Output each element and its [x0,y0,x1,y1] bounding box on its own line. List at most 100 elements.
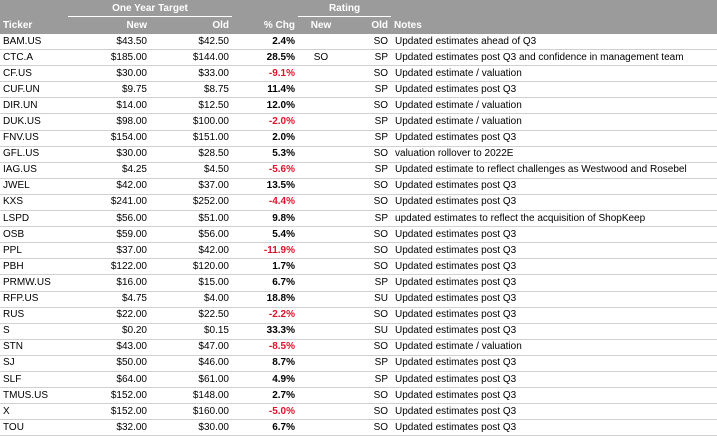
target-new-cell: $37.00 [68,242,150,260]
table-row: GFL.US $30.00 $28.50 5.3% SO valuation rollov… [0,146,717,163]
target-new-cell: $154.00 [68,130,150,147]
table-row: PRMW.US $16.00 $15.00 6.7% SP Updated estimat… [0,274,717,292]
rating-old-cell: SO [344,242,392,260]
pct-change-cell: 6.7% [232,419,298,436]
ticker-cell: JWEL [0,178,68,195]
target-old-cell: $46.00 [150,355,232,372]
ticker-cell: PRMW.US [0,274,68,292]
rating-old-cell: SO [344,34,392,51]
pct-change-cell: 2.7% [232,387,298,405]
notes-cell: Updated estimates post Q3 [391,258,717,276]
rating-new-cell [298,339,344,356]
notes-cell: Updated estimate to reflect challenges a… [391,162,717,179]
rating-old-cell: SO [344,226,392,244]
ticker-cell: X [0,403,68,421]
pct-change-cell: 4.9% [232,371,298,389]
target-new-cell: $16.00 [68,274,150,292]
blank-header [0,0,68,17]
rating-new-cell [298,419,344,436]
ticker-cell: DIR.UN [0,97,68,115]
notes-cell: Updated estimates post Q3 [391,419,717,436]
notes-cell: Updated estimates ahead of Q3 [391,34,717,51]
table-row: FNV.US $154.00 $151.00 2.0% SP Updated estima… [0,130,717,147]
rating-header: Rating [298,0,392,17]
target-new-cell: $241.00 [68,194,150,212]
table-row: JWEL $42.00 $37.00 13.5% SO Updated estimates… [0,178,717,195]
rating-old-cell: SP [344,355,392,372]
table-row: IAG.US $4.25 $4.50 -5.6% SP Updated estimate … [0,162,717,179]
table-row: PPL $37.00 $42.00 -11.9% SO Updated estimates… [0,242,717,260]
target-old-cell: $56.00 [150,226,232,244]
target-old-cell: $120.00 [150,258,232,276]
pct-change-cell: 2.0% [232,130,298,147]
column-header-row: Ticker New Old % Chg New Old Notes [0,16,717,34]
rating-old-cell: SU [344,291,392,308]
table-row: PBH $122.00 $120.00 1.7% SO Updated estimates… [0,258,717,276]
notes-cell: Updated estimates post Q3 [391,274,717,292]
target-old-cell: $100.00 [150,113,232,131]
target-new-cell: $4.25 [68,162,150,179]
rating-new-cell [298,242,344,260]
target-old-cell: $30.00 [150,419,232,436]
rating-new-cell [298,130,344,147]
target-old-cell: $151.00 [150,130,232,147]
table-row: RFP.US $4.75 $4.00 18.8% SU Updated estimates… [0,291,717,308]
target-new-cell: $22.00 [68,307,150,324]
target-new-cell: $42.00 [68,178,150,195]
ticker-cell: DUK.US [0,113,68,131]
target-old-cell: $15.00 [150,274,232,292]
rating-new-cell [298,97,344,115]
rating-new-cell [298,323,344,340]
rating-new-cell: SO [298,49,344,67]
rating-new-cell [298,371,344,389]
table-row: STN $43.00 $47.00 -8.5% SO Updated estimate /… [0,339,717,356]
ticker-cell: CF.US [0,65,68,83]
ticker-cell: PPL [0,242,68,260]
notes-column-header: Notes [391,16,717,34]
blank-header [232,0,298,17]
table-row: TOU $32.00 $30.00 6.7% SO Updated estimates p… [0,419,717,436]
target-new-cell: $0.20 [68,323,150,340]
target-new-cell: $43.00 [68,339,150,356]
target-new-cell: $9.75 [68,81,150,99]
notes-cell: Updated estimates post Q3 [391,403,717,421]
table-row: CUF.UN $9.75 $8.75 11.4% SP Updated estimates… [0,81,717,99]
target-new-cell: $50.00 [68,355,150,372]
pct-change-cell: -11.9% [232,242,298,260]
target-new-cell: $152.00 [68,403,150,421]
notes-cell: Updated estimates post Q3 [391,371,717,389]
ticker-cell: IAG.US [0,162,68,179]
table-row: KXS $241.00 $252.00 -4.4% SO Updated estimate… [0,194,717,212]
target-old-cell: $61.00 [150,371,232,389]
target-old-cell: $42.50 [150,34,232,51]
target-old-cell: $12.50 [150,97,232,115]
rating-old-cell: SO [344,387,392,405]
target-old-cell: $37.00 [150,178,232,195]
pct-change-cell: -9.1% [232,65,298,83]
table-row: S $0.20 $0.15 33.3% SU Updated estimates post… [0,323,717,340]
notes-cell: Updated estimates post Q3 [391,130,717,147]
rating-old-cell: SO [344,307,392,324]
ticker-cell: OSB [0,226,68,244]
target-new-cell: $64.00 [68,371,150,389]
ticker-column-header: Ticker [0,16,68,34]
notes-cell: Updated estimates post Q3 [391,355,717,372]
target-new-cell: $185.00 [68,49,150,67]
pct-change-cell: -8.5% [232,339,298,356]
rating-new-cell [298,162,344,179]
target-new-cell: $30.00 [68,65,150,83]
rating-new-cell [298,258,344,276]
target-old-column-header: Old [150,16,232,34]
notes-cell: Updated estimates post Q3 [391,323,717,340]
target-new-cell: $122.00 [68,258,150,276]
target-old-cell: $0.15 [150,323,232,340]
target-old-cell: $148.00 [150,387,232,405]
ticker-cell: CTC.A [0,49,68,67]
rating-new-cell [298,210,344,228]
group-header-row: One Year Target Rating [0,0,717,17]
target-old-cell: $33.00 [150,65,232,83]
table-row: TMUS.US $152.00 $148.00 2.7% SO Updated estim… [0,387,717,405]
ticker-cell: STN [0,339,68,356]
ticker-cell: LSPD [0,210,68,228]
ticker-cell: TOU [0,419,68,436]
